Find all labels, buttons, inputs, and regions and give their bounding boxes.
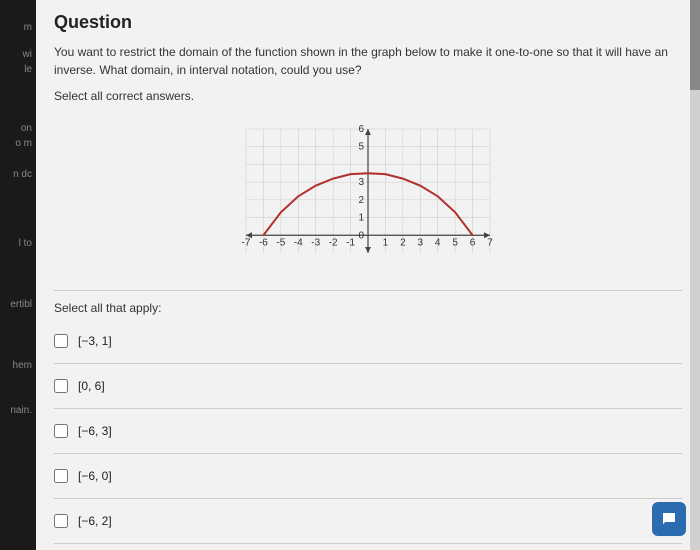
svg-text:1: 1 bbox=[383, 237, 389, 248]
divider bbox=[54, 408, 682, 409]
option-checkbox[interactable] bbox=[54, 379, 68, 393]
option-row[interactable]: [−3, 1] bbox=[54, 325, 682, 357]
svg-text:7: 7 bbox=[487, 237, 493, 248]
svg-text:-2: -2 bbox=[329, 237, 338, 248]
divider bbox=[54, 543, 682, 544]
svg-text:5: 5 bbox=[358, 142, 364, 153]
svg-text:-1: -1 bbox=[346, 237, 355, 248]
svg-text:5: 5 bbox=[452, 237, 458, 248]
svg-text:3: 3 bbox=[358, 177, 364, 188]
svg-text:2: 2 bbox=[358, 195, 364, 206]
sidebar-item: n dc bbox=[0, 151, 36, 198]
left-sidebar: m wi le on o m n dc l to ertibl hem nain… bbox=[0, 0, 36, 550]
option-checkbox[interactable] bbox=[54, 469, 68, 483]
scrollbar-thumb[interactable] bbox=[690, 0, 700, 90]
svg-text:-6: -6 bbox=[259, 237, 268, 248]
option-label: [−6, 3] bbox=[78, 424, 112, 438]
sidebar-item: nain. bbox=[0, 381, 36, 440]
option-label: [−6, 2] bbox=[78, 514, 112, 528]
svg-text:-7: -7 bbox=[242, 237, 251, 248]
divider bbox=[54, 498, 682, 499]
sidebar-item: m bbox=[0, 8, 36, 47]
option-row[interactable]: [−6, 0] bbox=[54, 460, 682, 492]
select-all-text: Select all correct answers. bbox=[54, 89, 682, 103]
svg-text:2: 2 bbox=[400, 237, 406, 248]
sidebar-item: le bbox=[0, 62, 36, 93]
sidebar-item: o m bbox=[0, 136, 36, 151]
sidebar-item: hem bbox=[0, 320, 36, 381]
chat-button[interactable] bbox=[652, 502, 686, 536]
divider bbox=[54, 363, 682, 364]
chat-icon bbox=[660, 510, 678, 528]
svg-text:-5: -5 bbox=[276, 237, 285, 248]
option-checkbox[interactable] bbox=[54, 424, 68, 438]
main-content: Question You want to restrict the domain… bbox=[36, 0, 700, 550]
divider bbox=[54, 290, 682, 291]
function-graph: -7-6-5-4-3-2-11234567012356 bbox=[228, 111, 508, 271]
option-checkbox[interactable] bbox=[54, 514, 68, 528]
divider bbox=[54, 453, 682, 454]
svg-text:3: 3 bbox=[418, 237, 424, 248]
option-row[interactable]: [−6, 2] bbox=[54, 505, 682, 537]
option-checkbox[interactable] bbox=[54, 334, 68, 348]
option-label: [−3, 1] bbox=[78, 334, 112, 348]
sidebar-item: wi bbox=[0, 47, 36, 62]
svg-text:0: 0 bbox=[358, 230, 364, 241]
svg-text:1: 1 bbox=[358, 213, 364, 224]
svg-text:-3: -3 bbox=[311, 237, 320, 248]
svg-text:-4: -4 bbox=[294, 237, 303, 248]
graph-container: -7-6-5-4-3-2-11234567012356 bbox=[54, 111, 682, 276]
svg-text:6: 6 bbox=[358, 124, 364, 135]
sidebar-item: on bbox=[0, 93, 36, 136]
svg-text:6: 6 bbox=[470, 237, 476, 248]
sidebar-item: l to bbox=[0, 198, 36, 259]
sidebar-item: ertibl bbox=[0, 259, 36, 320]
question-prompt: You want to restrict the domain of the f… bbox=[54, 43, 682, 79]
svg-text:4: 4 bbox=[435, 237, 441, 248]
option-label: [−6, 0] bbox=[78, 469, 112, 483]
select-apply-text: Select all that apply: bbox=[54, 301, 682, 315]
question-title: Question bbox=[54, 12, 682, 33]
option-label: [0, 6] bbox=[78, 379, 105, 393]
option-row[interactable]: [−6, 3] bbox=[54, 415, 682, 447]
option-row[interactable]: [0, 6] bbox=[54, 370, 682, 402]
options-list: [−3, 1][0, 6][−6, 3][−6, 0][−6, 2][−2, 5… bbox=[54, 325, 682, 550]
